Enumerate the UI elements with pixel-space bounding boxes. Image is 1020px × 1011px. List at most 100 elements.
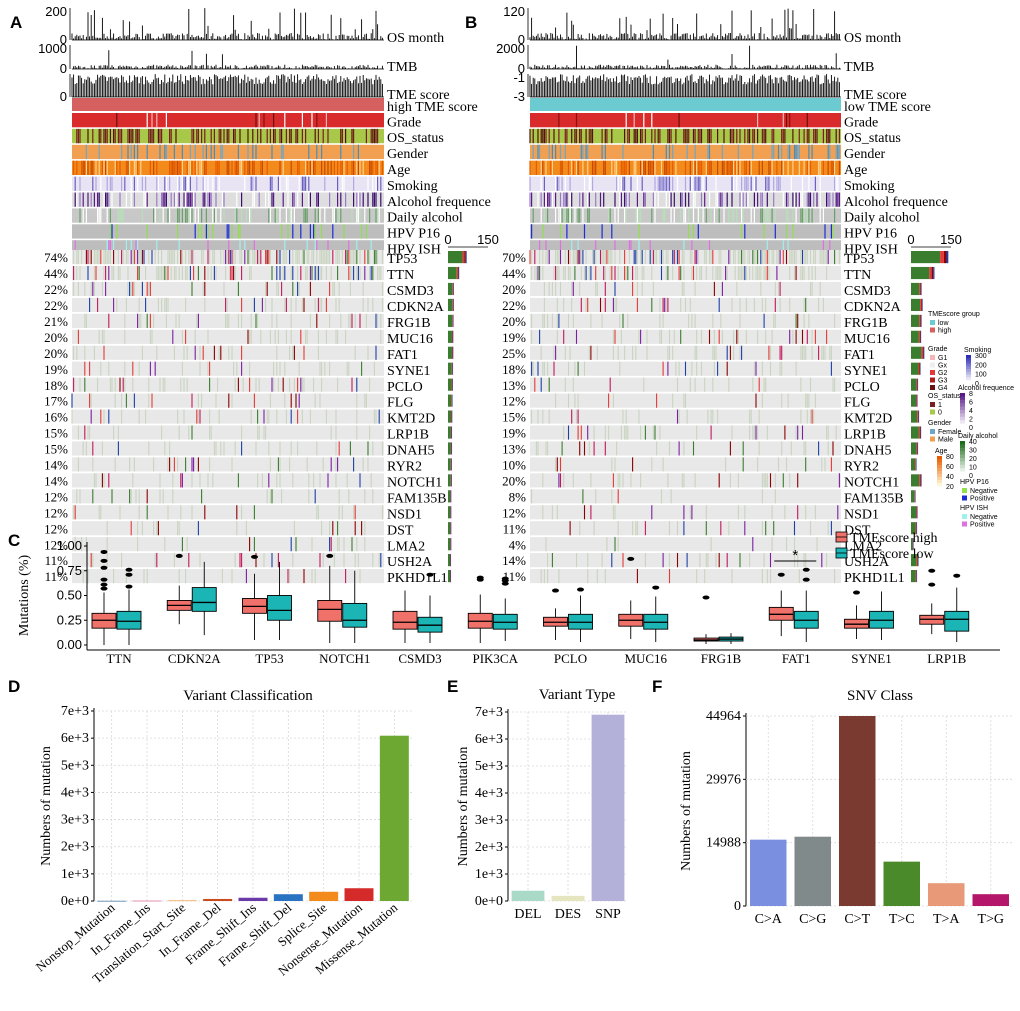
annotation-cells	[146, 113, 313, 128]
gene-label: FAM135B	[844, 491, 904, 506]
gene-row-bg	[530, 329, 841, 344]
annotation-cells	[73, 160, 383, 175]
gene-count-bar-segment	[457, 266, 459, 280]
legend-daily-alcohol-tick: 30	[969, 448, 977, 455]
gene-row-bg	[530, 345, 841, 360]
gene-mutation-cells	[169, 457, 199, 472]
legend-hpv-ish-swatch	[962, 514, 967, 519]
box-outlier	[777, 572, 785, 577]
gene-label: TP53	[844, 252, 874, 267]
legend-age-gradient-step	[937, 456, 942, 460]
gene-count-bar-segment	[920, 426, 922, 439]
legend-alcohol-freq-gradient-step	[960, 396, 965, 401]
legend-grade-title: Grade	[928, 346, 948, 353]
gene-label: NSD1	[387, 507, 422, 522]
gene-count-bar-segment	[452, 362, 453, 375]
legend-smoking-tick: 200	[975, 362, 987, 369]
gene-count-bar-segment	[448, 490, 451, 503]
gene-row-bg	[530, 537, 841, 552]
gene-count-bar-segment	[451, 474, 452, 487]
gene-count-bar-segment	[450, 554, 451, 567]
gene-count-bar-segment	[915, 458, 917, 471]
gene-count-bar-segment	[448, 282, 453, 296]
gene-percent: 10%	[502, 458, 526, 473]
gene-mutation-cells	[579, 521, 829, 536]
gene-label: KMT2D	[387, 412, 435, 427]
gene-mutation-cells	[726, 345, 743, 360]
gene-count-bar-segment	[940, 251, 944, 264]
gene-mutation-cells	[614, 329, 828, 344]
gene-count-bar-segment	[916, 458, 917, 471]
legend-tme-group-item: low	[938, 320, 949, 327]
track-tick: 1000	[38, 41, 67, 56]
bar-3	[203, 898, 233, 901]
legend-smoking-title: Smoking	[964, 347, 991, 354]
annotation-label: HPV P16	[844, 227, 897, 242]
annotation-cells	[529, 160, 832, 175]
gene-mutation-cells	[73, 281, 383, 297]
gene-count-bar-segment	[922, 346, 924, 359]
legend-smoking-gradient-step	[966, 371, 971, 375]
gene-count-bar-segment	[448, 378, 452, 391]
gene-count-bar-segment	[448, 554, 451, 567]
gene-count-bar-segment	[920, 474, 922, 487]
gene-mutation-cells	[74, 505, 356, 520]
x-tick-label: FRG1B	[701, 651, 742, 666]
track-tick: 120	[503, 4, 525, 19]
legend-smoking-gradient-step	[966, 369, 971, 373]
gene-mutation-cells	[534, 377, 760, 392]
annotation-cells	[76, 192, 359, 207]
gene-count-bar-segment	[452, 314, 453, 327]
gene-mutation-cells	[100, 361, 375, 376]
gene-percent: 22%	[44, 298, 68, 313]
legend-grade-swatch	[930, 355, 935, 360]
box-1	[116, 610, 142, 630]
gene-mutation-cells	[77, 425, 371, 440]
x-tick-label: TP53	[255, 651, 283, 666]
track-tick: 0	[60, 89, 67, 104]
box-outlier	[552, 588, 559, 593]
annotation-cells	[529, 128, 837, 144]
gene-mutation-cells	[590, 345, 731, 360]
gene-count-bar-segment	[448, 538, 451, 551]
legend-os-status-swatch	[930, 409, 935, 415]
gene-percent: 44%	[44, 266, 68, 281]
legend-daily-alcohol-gradient-step	[960, 451, 965, 455]
gene-label: FAT1	[844, 348, 875, 363]
gene-row-bg	[72, 297, 384, 312]
annotation-cells	[79, 176, 355, 191]
gene-mutation-cells	[149, 361, 243, 376]
track-tick: 200	[45, 4, 67, 19]
box-outlier	[928, 582, 936, 587]
panel-letter-c: C	[8, 531, 20, 550]
gene-count-bar-segment	[919, 330, 921, 343]
legend-daily-alcohol-gradient-step	[960, 454, 965, 459]
gene-count-bar-segment	[448, 442, 451, 455]
annotation-cells	[531, 224, 832, 239]
gene-mutation-cells	[559, 457, 832, 472]
gene-count-bar-segment	[450, 474, 452, 487]
gene-percent: 12%	[44, 489, 68, 504]
gene-mutation-cells	[157, 521, 363, 536]
track-label: TME score	[387, 88, 450, 103]
annotation-cells	[74, 240, 350, 255]
gene-mutation-cells	[563, 329, 808, 344]
gene-count-bar-segment	[448, 330, 452, 343]
y-axis-label: Mutations (%)	[17, 555, 32, 637]
gene-mutation-cells	[529, 250, 784, 265]
gene-mutation-cells	[181, 473, 329, 488]
gene-mutation-cells	[156, 553, 321, 568]
y-axis-label: Numbers of mutation	[39, 746, 54, 866]
gene-mutation-cells	[543, 281, 821, 297]
gene-mutation-cells	[117, 441, 243, 456]
gene-mutation-cells	[537, 265, 778, 281]
tme-group-label: low TME score	[844, 100, 931, 115]
annotation-label: Grade	[387, 115, 421, 130]
legend-daily-alcohol-gradient-step	[960, 441, 965, 445]
box-outlier	[577, 587, 584, 592]
gene-percent: 22%	[502, 298, 526, 313]
legend-age-tick: 40	[946, 474, 954, 481]
legend-age-tick: 80	[946, 454, 954, 461]
gene-count-bar-segment	[918, 410, 919, 423]
legend-grade-swatch	[930, 377, 935, 383]
